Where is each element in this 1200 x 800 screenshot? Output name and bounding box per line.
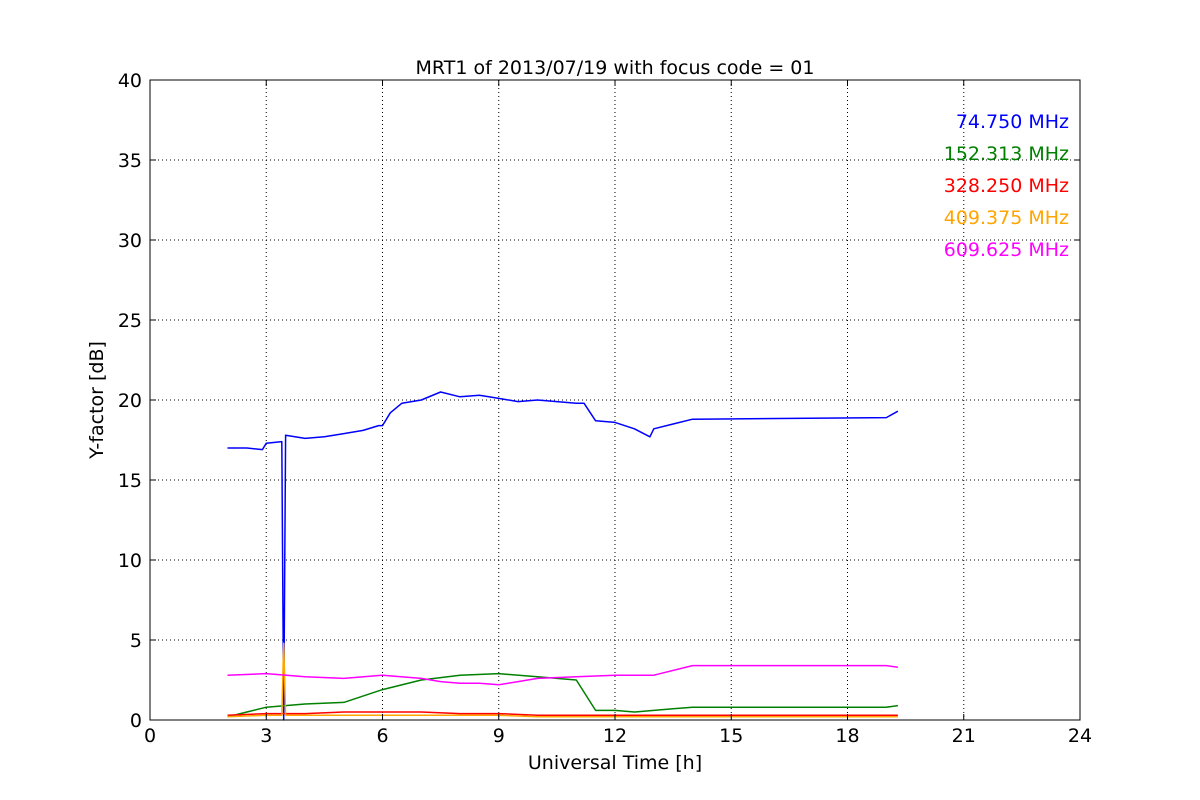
x-tick-label: 15 [719, 725, 743, 747]
y-tick-label: 25 [118, 310, 142, 332]
y-tick-label: 30 [118, 230, 142, 252]
y-tick-label: 35 [118, 150, 142, 172]
legend-label-4: 609.625 MHz [944, 239, 1069, 261]
y-tick-label: 15 [118, 470, 142, 492]
x-tick-label: 3 [260, 725, 272, 747]
series-line-1 [227, 672, 899, 718]
y-tick-label: 10 [118, 550, 142, 572]
legend: 74.750 MHz 152.313 MHz 328.250 MHz 409.375 … [944, 111, 1069, 261]
x-tick-label: 24 [1068, 725, 1092, 747]
x-tick-label: 6 [376, 725, 388, 747]
y-tick-label: 20 [118, 390, 142, 412]
ticks: 0 3 6 9 12 15 18 21 24 0 5 10 15 20 25 30 35 40 [118, 70, 1092, 747]
series-line-0 [227, 391, 899, 721]
x-axis-label: Universal Time [h] [528, 752, 702, 774]
y-axis-label: Y-factor [dB] [86, 341, 108, 460]
series-line-3 [227, 642, 898, 718]
series-group [227, 391, 899, 721]
series-line-4 [227, 664, 899, 686]
y-tick-label: 40 [118, 70, 142, 92]
legend-label-1: 152.313 MHz [944, 143, 1069, 165]
legend-label-3: 409.375 MHz [944, 207, 1069, 229]
legend-label-0: 74.750 MHz [956, 111, 1069, 133]
grid [150, 80, 1080, 720]
legend-label-2: 328.250 MHz [944, 175, 1069, 197]
x-tick-label: 18 [835, 725, 859, 747]
series-line-2 [227, 711, 898, 716]
x-tick-label: 21 [952, 725, 976, 747]
x-tick-label: 12 [603, 725, 627, 747]
x-tick-label: 9 [493, 725, 505, 747]
chart-title: MRT1 of 2013/07/19 with focus code = 01 [416, 57, 815, 79]
y-tick-label: 5 [130, 630, 142, 652]
x-tick-label: 0 [144, 725, 156, 747]
y-tick-label: 0 [130, 710, 142, 732]
